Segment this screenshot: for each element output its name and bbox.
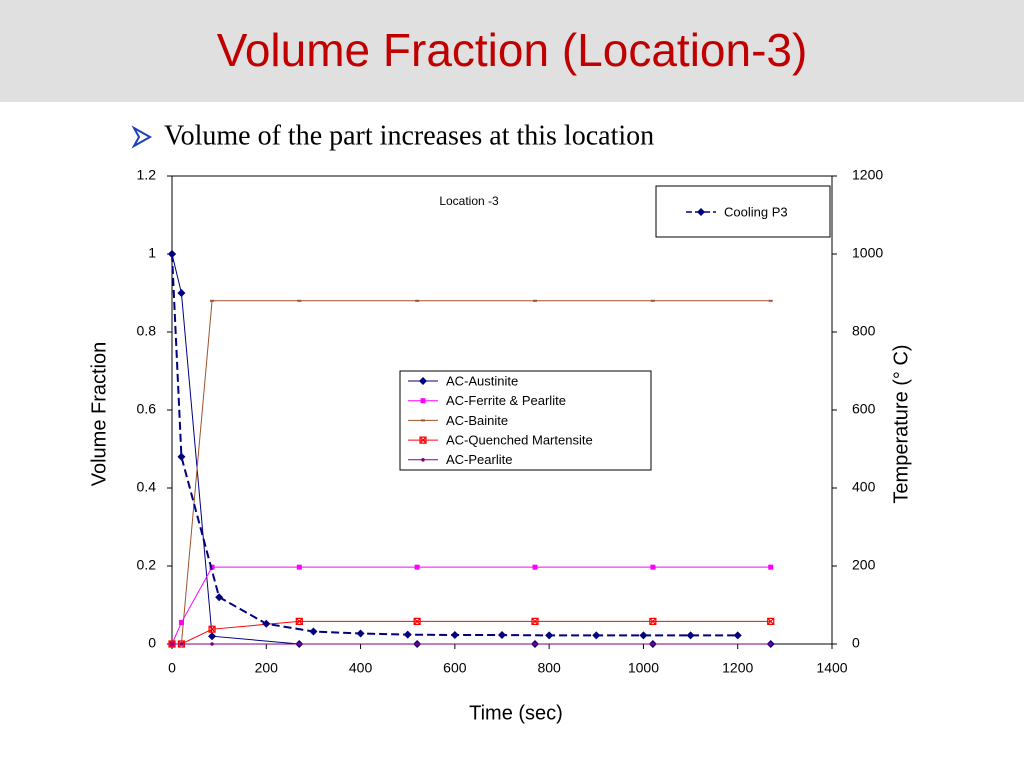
marker — [415, 642, 419, 646]
x-tick-label: 0 — [168, 660, 176, 676]
legend-marker — [697, 208, 705, 216]
y2-tick-label: 0 — [852, 635, 860, 651]
y2-axis-label: Temperature (° C) — [890, 344, 912, 503]
marker — [592, 631, 601, 640]
series-line — [172, 620, 771, 645]
marker — [356, 629, 365, 638]
marker — [532, 564, 538, 570]
marker — [733, 631, 742, 640]
marker — [179, 642, 184, 646]
annotation: Location -3 — [439, 194, 499, 208]
x-tick-label: 200 — [255, 660, 279, 676]
y2-tick-label: 800 — [852, 323, 876, 339]
legend-label: AC-Bainite — [446, 413, 508, 428]
marker — [768, 564, 774, 570]
marker — [533, 642, 537, 646]
legend-marker — [419, 436, 427, 444]
marker — [639, 631, 648, 640]
legend-marker — [421, 419, 425, 422]
marker — [650, 299, 655, 302]
y2-tick-label: 400 — [852, 479, 876, 495]
marker — [768, 299, 773, 302]
header-band — [0, 0, 1024, 102]
marker — [415, 299, 420, 302]
y-tick-label: 1.2 — [137, 167, 157, 183]
x-tick-label: 1400 — [816, 660, 847, 676]
marker — [309, 627, 318, 636]
y-tick-label: 0.2 — [137, 557, 157, 573]
legend-marker — [419, 377, 427, 385]
marker — [767, 617, 775, 625]
legend-marker — [420, 398, 426, 404]
marker — [177, 289, 186, 297]
x-tick-label: 1000 — [628, 660, 659, 676]
legend-box — [399, 370, 652, 471]
marker — [768, 642, 773, 646]
legend-marker — [421, 458, 425, 462]
bullet-arrow — [131, 125, 153, 149]
y2-tick-label: 200 — [852, 557, 876, 573]
bullet-text: Volume of the part increases at this loc… — [164, 120, 654, 151]
y2-tick-label: 1000 — [852, 245, 883, 261]
marker — [531, 617, 539, 625]
marker — [533, 299, 537, 302]
legend-label: AC-Austinite — [446, 373, 518, 388]
x-tick-label: 800 — [537, 660, 561, 676]
marker — [296, 564, 302, 570]
y-tick-label: 0 — [148, 635, 156, 651]
y-axis-label: Volume Fraction — [88, 342, 110, 487]
marker — [210, 642, 214, 646]
series-line — [171, 566, 771, 645]
legend-label: Cooling P3 — [724, 204, 788, 219]
marker — [649, 617, 657, 625]
y-tick-label: 1 — [148, 245, 156, 261]
marker — [208, 632, 217, 641]
marker — [545, 631, 554, 640]
marker — [450, 631, 459, 640]
y-tick-label: 0.4 — [137, 479, 157, 495]
x-axis-label: Time (sec) — [469, 702, 563, 724]
legend-label: AC-Ferrite & Pearlite — [446, 393, 566, 408]
marker — [297, 642, 302, 646]
marker — [262, 619, 271, 628]
marker — [414, 564, 420, 570]
marker — [686, 631, 695, 640]
marker — [170, 642, 174, 646]
y-tick-label: 0.6 — [137, 401, 157, 417]
y-tick-label: 0.8 — [137, 323, 157, 339]
marker — [295, 617, 303, 625]
marker — [650, 564, 656, 570]
legend-box-2 — [655, 185, 831, 238]
x-tick-label: 1200 — [722, 660, 753, 676]
series-line — [171, 253, 738, 637]
marker — [215, 593, 224, 602]
marker — [178, 620, 184, 626]
marker — [177, 452, 186, 461]
marker — [651, 642, 655, 646]
marker — [210, 299, 215, 302]
y2-tick-label: 600 — [852, 401, 876, 417]
marker — [297, 299, 302, 302]
marker — [208, 625, 216, 633]
series-line — [172, 300, 771, 645]
legend-label: AC-Quenched Martensite — [446, 433, 593, 448]
x-tick-label: 600 — [443, 660, 467, 676]
marker — [413, 617, 421, 625]
slide-title: Volume Fraction (Location-3) — [217, 24, 808, 76]
marker — [498, 631, 506, 640]
legend-label: AC-Pearlite — [446, 452, 512, 467]
y2-tick-label: 1200 — [852, 167, 883, 183]
marker — [403, 630, 412, 639]
x-tick-label: 400 — [349, 660, 373, 676]
marker — [168, 250, 176, 258]
